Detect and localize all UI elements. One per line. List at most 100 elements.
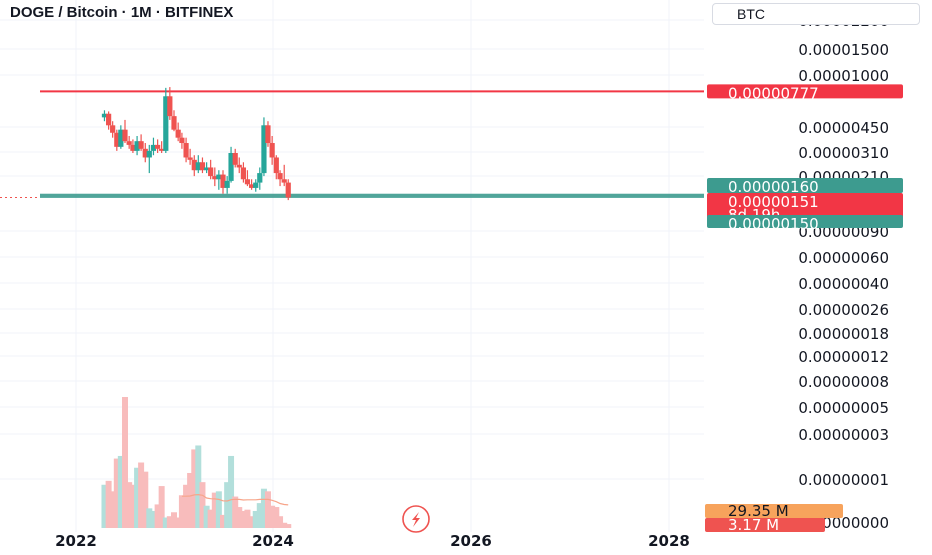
volume-bar [187,472,194,528]
support-zone [40,193,704,198]
volume-bar [285,524,292,528]
lightning-icon [402,505,430,533]
candle-body [253,182,259,188]
volume-bar [273,507,280,528]
candle [126,136,132,149]
candle-body [101,113,108,118]
candle-body [155,144,161,149]
y-tick-label: 0.00000450 [798,119,889,137]
volume-bar [211,492,218,528]
candle-body [191,159,197,171]
candle [175,122,181,142]
grid-layer [0,0,704,532]
candle-body [171,116,177,130]
candle-body [195,162,201,171]
y-tick-label: 0.00001500 [798,41,889,59]
volume-bar [162,517,169,528]
candle-body [281,179,287,183]
volume-bar [191,449,198,528]
x-tick-label: 2022 [55,532,97,550]
candle-body [277,173,283,180]
candle [159,141,165,153]
candle-body [138,141,144,149]
candle [179,132,185,149]
volume-bar [138,462,145,528]
candle [224,176,230,194]
candle-body [150,144,157,151]
candle [204,162,210,174]
support-bottom-price-badge [707,215,903,228]
y-tick-label: 0.00000012 [798,348,889,366]
volume-bar [195,445,202,528]
x-tick-label: 2024 [252,532,294,550]
candle [199,157,206,174]
candle [146,144,152,174]
candle [277,170,283,187]
candle-body [142,148,148,158]
y-tick-label: 0.00000005 [798,399,889,417]
candle-body [261,125,267,174]
volume-layer [101,397,430,533]
level-layer [0,90,704,198]
currency-selector[interactable]: BTC [712,3,920,25]
candle [142,143,148,163]
volume-bar [248,516,255,528]
candle-body [228,153,234,181]
volume-bar [126,482,133,528]
candle-body [220,174,226,188]
candle-body [248,184,255,188]
candle [114,129,120,151]
volume-bar [215,491,222,528]
candle-body [114,132,120,147]
volume-ma-badge-text: 29.35 M [728,502,789,520]
volume-bar [281,522,288,528]
volume-bar [175,517,182,528]
volume-bar [178,495,185,528]
resistance-price-badge-text: 0.00000777 [728,84,819,102]
candle [101,110,108,122]
symbol-title[interactable]: DOGE / Bitcoin · 1M · BITFINEX [10,4,234,21]
candle [257,167,263,190]
candle [220,170,226,194]
candle-body [236,164,242,168]
candle-body [122,129,128,142]
candle [155,139,161,153]
y-tick-label: 0.00001000 [798,67,889,85]
volume-bar [256,503,263,528]
candle [150,137,157,156]
candle-body [273,157,279,174]
candle-body [208,167,214,177]
volume-bar [207,509,214,528]
candle-body [232,153,238,165]
candle-body [146,150,152,158]
volume-bar [224,482,231,528]
candle-body [269,143,275,158]
candle-body [126,141,132,145]
candle-body [187,157,193,160]
candle-body [285,182,291,198]
candle-body [199,162,206,171]
candle [110,121,116,138]
volume-ma-line [181,493,289,506]
volume-bar [150,510,157,528]
candle [138,134,144,151]
candle [208,159,214,180]
candle-body [265,125,271,144]
volume-badge [705,518,825,532]
y-tick-label: 0.00000026 [798,301,889,319]
candle-body [244,179,251,185]
candle [244,170,251,187]
candle [265,121,271,147]
support-top-price-badge [707,178,903,193]
y-tick-label: 0.00000008 [798,373,889,391]
candle-body [175,129,181,138]
candle [183,137,189,163]
volume-bar [269,505,276,528]
volume-bar [203,505,210,528]
candle [232,148,238,168]
candle [195,155,201,174]
candle-layer [101,87,291,201]
volume-bar [166,516,173,528]
